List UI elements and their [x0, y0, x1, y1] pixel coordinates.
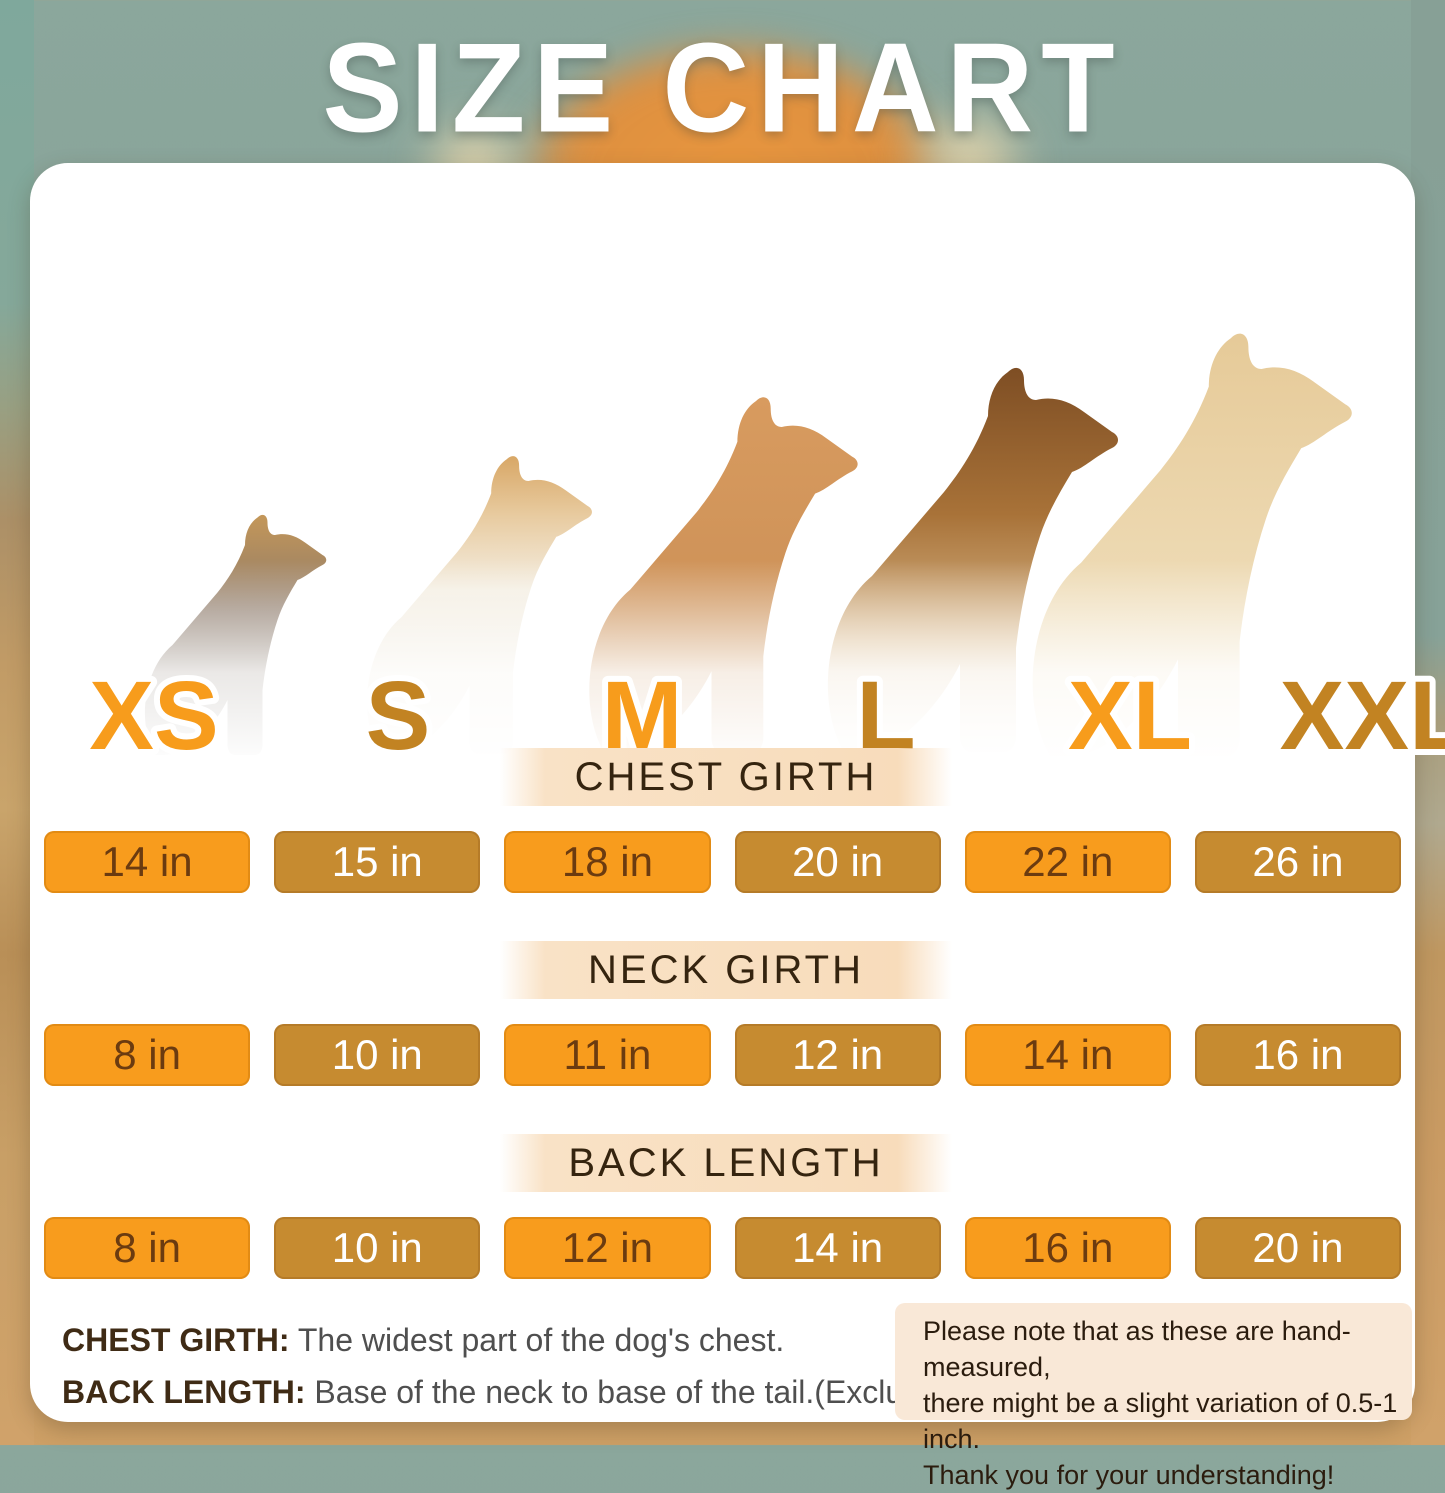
section-header-back-length: BACK LENGTH: [500, 1134, 952, 1192]
size-label-s: S: [288, 652, 508, 776]
value-badge: 16 in: [1194, 1024, 1402, 1086]
size-label-text: XL: [1068, 661, 1192, 770]
note-line: Please note that as these are hand-measu…: [923, 1316, 1351, 1382]
value-badge: 12 in: [734, 1024, 941, 1086]
value-badge: 8 in: [44, 1024, 251, 1086]
value-badge: 10 in: [274, 1024, 481, 1086]
value-badge: 26 in: [1194, 831, 1402, 893]
size-labels-row: XS S M L XL XXL: [30, 646, 1445, 776]
value-badge: 11 in: [504, 1024, 711, 1086]
section-title: NECK GIRTH: [588, 947, 864, 992]
back-length-values-row: 8 in 10 in 12 in 14 in 16 in 20 in: [30, 1217, 1415, 1279]
background-right-strip: [1411, 0, 1445, 1445]
definition-term: CHEST GIRTH:: [62, 1322, 290, 1358]
size-label-text: XS: [89, 661, 218, 770]
size-label-text: XXL: [1280, 661, 1445, 770]
background-left-strip: [0, 0, 34, 1445]
note-line: Thank you for your understanding!: [923, 1460, 1335, 1490]
page-title: SIZE CHART: [322, 16, 1123, 159]
section-header-chest-girth: CHEST GIRTH: [500, 748, 952, 806]
size-label-xxl: XXL: [1264, 652, 1445, 776]
definition-text: The widest part of the dog's chest.: [297, 1322, 785, 1358]
value-badge: 15 in: [274, 831, 481, 893]
value-badge: 14 in: [734, 1217, 941, 1279]
section-title: CHEST GIRTH: [574, 754, 878, 799]
value-badge: 20 in: [1194, 1217, 1402, 1279]
value-badge: 16 in: [964, 1217, 1171, 1279]
note-line: there might be a slight variation of 0.5…: [923, 1388, 1398, 1454]
size-label-text: S: [366, 661, 431, 770]
definition-term: BACK LENGTH:: [62, 1374, 306, 1410]
chest-girth-values-row: 14 in 15 in 18 in 20 in 22 in 26 in: [30, 831, 1415, 893]
section-title: BACK LENGTH: [568, 1140, 884, 1185]
size-label-xs: XS: [44, 652, 264, 776]
value-badge: 22 in: [964, 831, 1171, 893]
size-label-l: L: [776, 652, 996, 776]
dog-photo-white-fade: [32, 560, 1413, 765]
value-badge: 14 in: [964, 1024, 1171, 1086]
value-badge: 14 in: [44, 831, 251, 893]
section-header-neck-girth: NECK GIRTH: [500, 941, 952, 999]
size-label-m: M: [532, 652, 752, 776]
value-badge: 20 in: [734, 831, 941, 893]
size-label-xl: XL: [1020, 652, 1240, 776]
value-badge: 18 in: [504, 831, 711, 893]
chest-girth-definition: CHEST GIRTH: The widest part of the dog'…: [62, 1322, 784, 1359]
value-badge: 10 in: [274, 1217, 481, 1279]
value-badge: 8 in: [44, 1217, 251, 1279]
value-badge: 12 in: [504, 1217, 711, 1279]
neck-girth-values-row: 8 in 10 in 11 in 12 in 14 in 16 in: [30, 1024, 1415, 1086]
hand-measured-note: Please note that as these are hand-measu…: [895, 1303, 1412, 1490]
